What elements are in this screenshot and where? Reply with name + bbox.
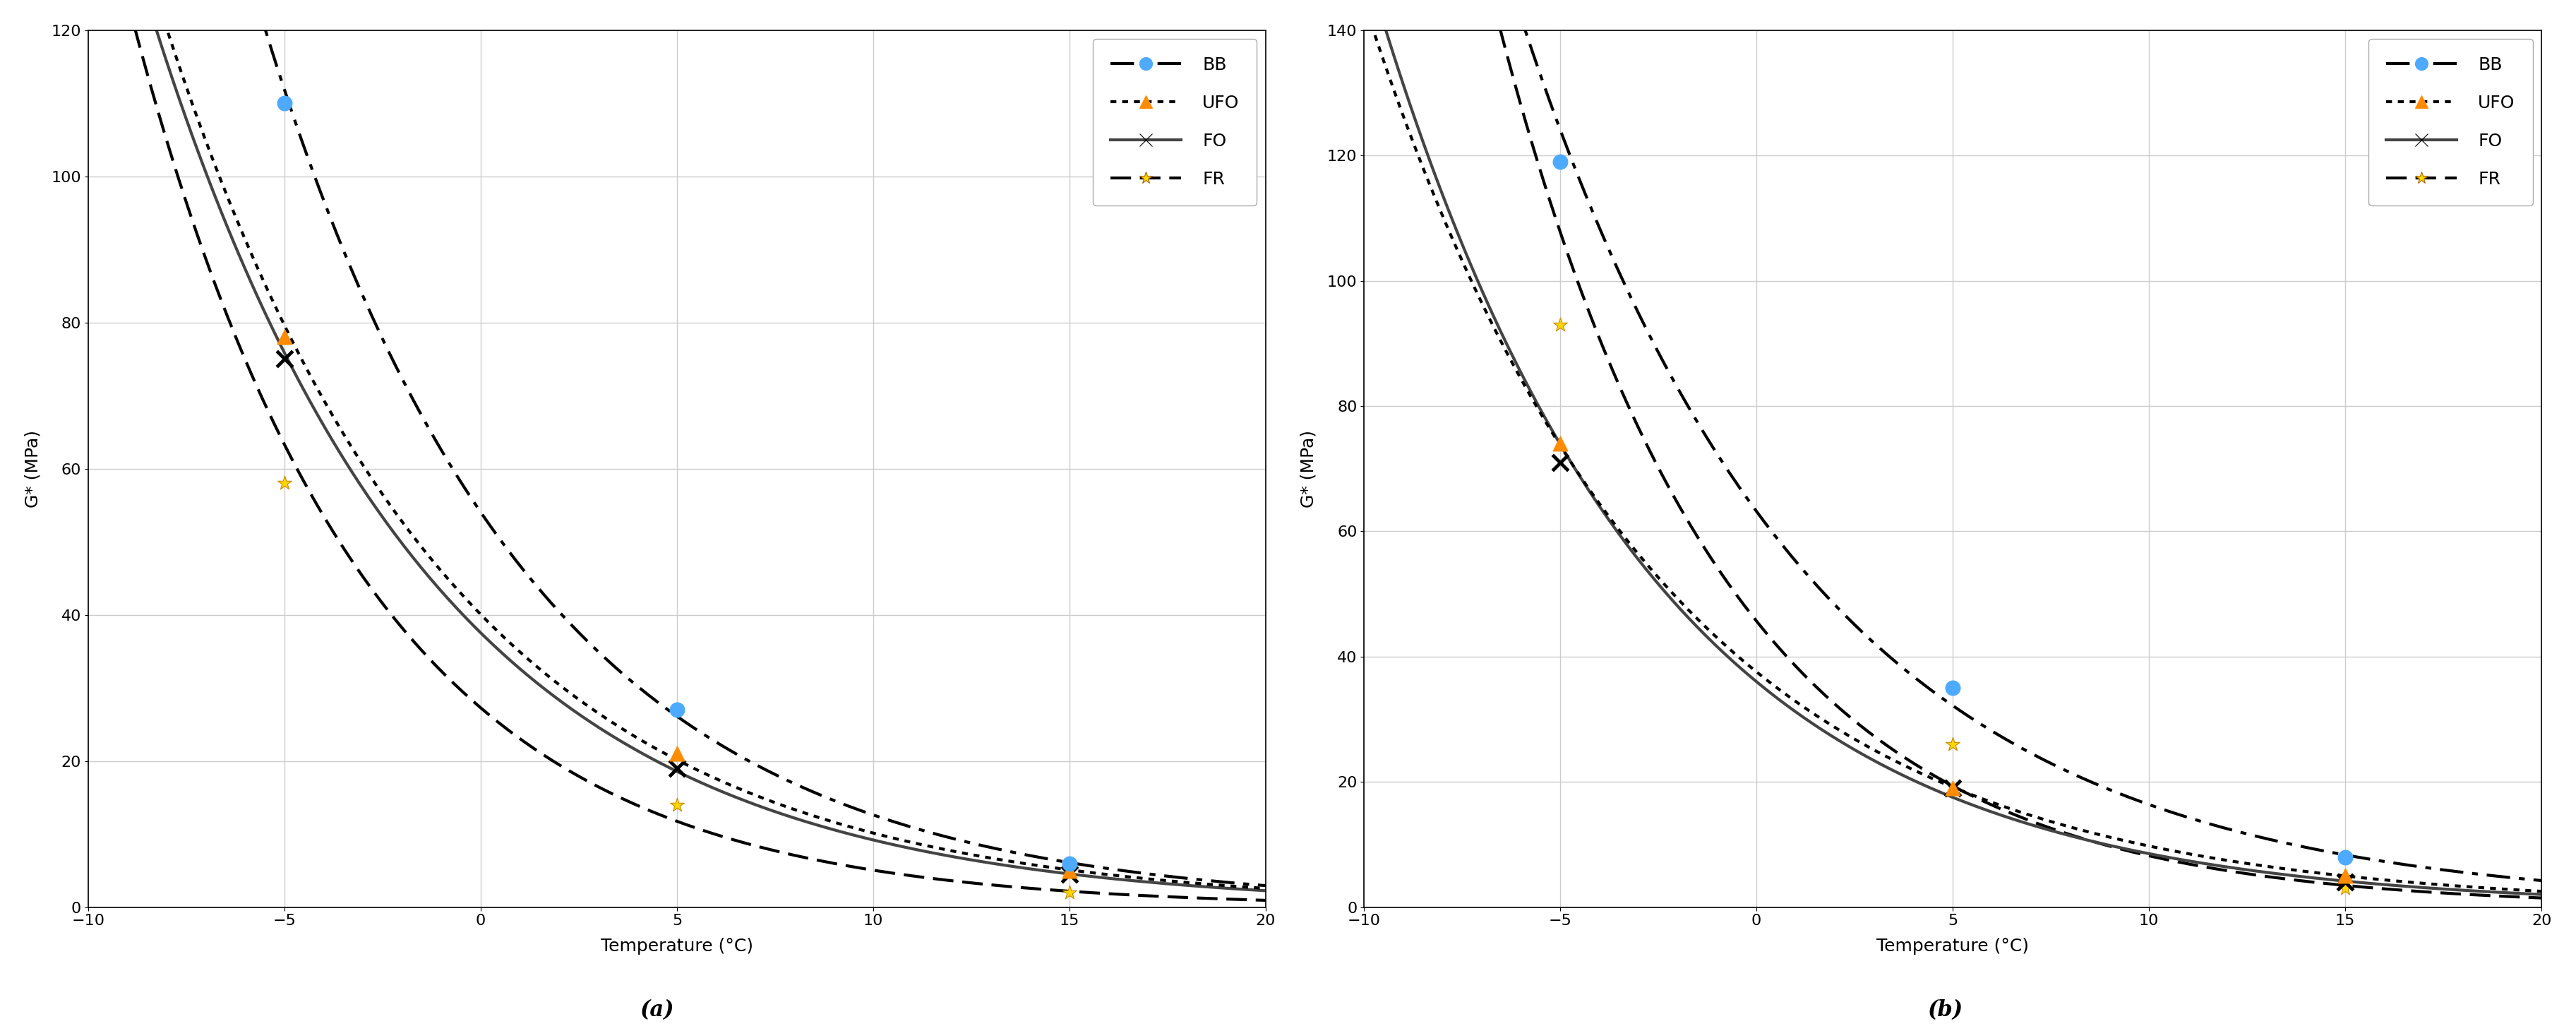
Point: [1540, 317, 1582, 333]
Point: [657, 797, 698, 813]
Point: [263, 351, 304, 367]
Point: [263, 95, 304, 111]
Point: [1048, 866, 1090, 883]
Point: [2324, 868, 2365, 885]
Point: [657, 702, 698, 719]
Point: [1540, 455, 1582, 471]
Point: [2324, 874, 2365, 891]
Y-axis label: G* (MPa): G* (MPa): [1301, 430, 1316, 507]
Text: (b): (b): [1927, 999, 1963, 1022]
Point: [657, 745, 698, 762]
Point: [2324, 880, 2365, 897]
Text: (a): (a): [639, 999, 675, 1022]
X-axis label: Temperature (°C): Temperature (°C): [1875, 938, 2030, 955]
Point: [1540, 154, 1582, 170]
Y-axis label: G* (MPa): G* (MPa): [26, 430, 41, 507]
Point: [1932, 779, 1973, 796]
Point: [263, 475, 304, 492]
Legend: BB, UFO, FO, FR: BB, UFO, FO, FR: [1092, 39, 1257, 205]
Point: [657, 760, 698, 776]
Point: [2324, 849, 2365, 865]
Point: [1048, 885, 1090, 901]
Point: [1932, 736, 1973, 753]
X-axis label: Temperature (°C): Temperature (°C): [600, 938, 752, 955]
Point: [1048, 855, 1090, 871]
Point: [263, 329, 304, 345]
Legend: BB, UFO, FO, FR: BB, UFO, FO, FR: [2367, 39, 2532, 205]
Point: [1932, 679, 1973, 696]
Point: [1048, 862, 1090, 878]
Point: [1540, 435, 1582, 452]
Point: [1932, 779, 1973, 796]
